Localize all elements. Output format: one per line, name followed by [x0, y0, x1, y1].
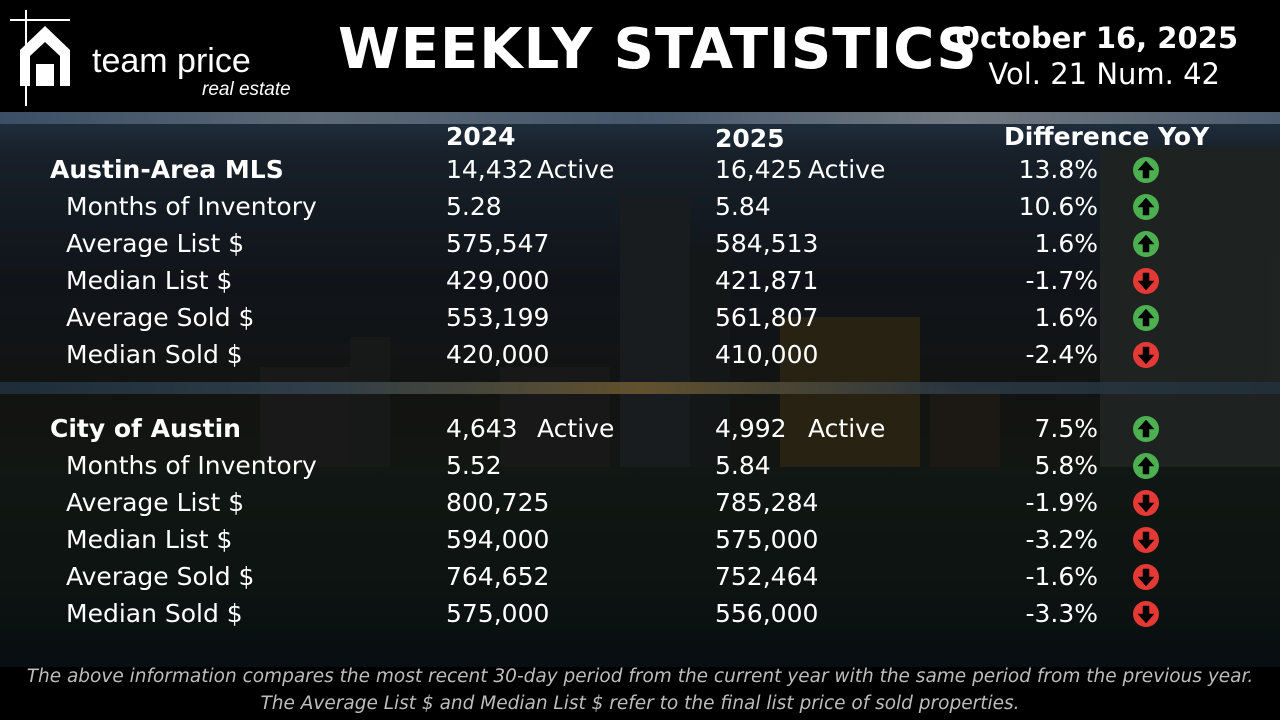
value-2025: 575,000 [715, 525, 819, 554]
table-row: Median List $ 594,000 575,000 -3.2% [0, 521, 1280, 558]
divider-band [0, 382, 1280, 394]
active-label-2024: Active [537, 414, 615, 443]
column-header-2025: 2025 [715, 124, 785, 153]
footer-note: The above information compares the most … [26, 666, 1254, 714]
metric-label: Average List $ [66, 229, 245, 258]
team-price-logo: team price real estate [10, 10, 300, 106]
value-2025: 584,513 [715, 229, 819, 258]
difference-value: 5.8% [1034, 451, 1098, 480]
table-row: Median Sold $ 575,000 556,000 -3.3% [0, 595, 1280, 632]
active-count-2025: 4,992 [715, 414, 787, 443]
value-2024: 429,000 [446, 266, 550, 295]
difference-value: 1.6% [1034, 303, 1098, 332]
value-2024: 5.28 [446, 192, 502, 221]
dark-overlay [0, 112, 1280, 667]
metric-label: Months of Inventory [66, 451, 317, 480]
value-2024: 553,199 [446, 303, 550, 332]
value-2025: 561,807 [715, 303, 819, 332]
value-2024: 800,725 [446, 488, 550, 517]
up-arrow-icon [1132, 156, 1160, 184]
difference-value: -2.4% [1025, 340, 1098, 369]
value-2025: 752,464 [715, 562, 819, 591]
volume-number: Vol. 21 Num. 42 [988, 57, 1220, 91]
difference-value: -1.6% [1025, 562, 1098, 591]
difference-value: -3.3% [1025, 599, 1098, 628]
metric-label: Average Sold $ [66, 562, 255, 591]
metric-label: Median List $ [66, 525, 233, 554]
down-arrow-icon [1132, 489, 1160, 517]
house-logo-icon [10, 10, 70, 106]
column-header-2024: 2024 [446, 122, 516, 151]
value-2024: 575,547 [446, 229, 550, 258]
active-count-2024: 4,643 [446, 414, 518, 443]
table-row: Median Sold $ 420,000 410,000 -2.4% [0, 336, 1280, 373]
down-arrow-icon [1132, 563, 1160, 591]
table-row: Median List $ 429,000 421,871 -1.7% [0, 262, 1280, 299]
footer-bar [0, 667, 1280, 720]
table-row: Average List $ 800,725 785,284 -1.9% [0, 484, 1280, 521]
report-date: October 16, 2025 [955, 21, 1238, 55]
brand-name: team price [92, 42, 251, 80]
metric-label: Average Sold $ [66, 303, 255, 332]
up-arrow-icon [1132, 230, 1160, 258]
table-row: Months of Inventory 5.52 5.84 5.8% [0, 447, 1280, 484]
difference-value: 10.6% [1018, 192, 1098, 221]
table-row: Months of Inventory 5.28 5.84 10.6% [0, 188, 1280, 225]
value-2025: 421,871 [715, 266, 819, 295]
difference-value: 7.5% [1034, 414, 1098, 443]
brand-tagline: real estate [202, 79, 291, 100]
metric-label: Months of Inventory [66, 192, 317, 221]
difference-value: -1.9% [1025, 488, 1098, 517]
down-arrow-icon [1132, 341, 1160, 369]
section-row: City of Austin 4,643 Active 4,992 Active 7.5% [0, 410, 1280, 447]
active-count-2025: 16,425 [715, 155, 803, 184]
header-bar: team price real estate WEEKLY STATISTICS… [0, 0, 1280, 112]
sky-strip [0, 112, 1280, 124]
section-title: City of Austin [50, 414, 241, 443]
table-row: Average Sold $ 553,199 561,807 1.6% [0, 299, 1280, 336]
value-2024: 5.52 [446, 451, 502, 480]
value-2024: 594,000 [446, 525, 550, 554]
section-row: Austin-Area MLS 14,432 Active 16,425 Active 1… [0, 151, 1280, 188]
value-2025: 5.84 [715, 451, 771, 480]
active-count-2024: 14,432 [446, 155, 534, 184]
active-label-2024: Active [537, 155, 615, 184]
value-2025: 410,000 [715, 340, 819, 369]
value-2025: 785,284 [715, 488, 819, 517]
difference-value: 13.8% [1018, 155, 1098, 184]
active-label-2025: Active [808, 155, 886, 184]
down-arrow-icon [1132, 600, 1160, 628]
value-2025: 5.84 [715, 192, 771, 221]
metric-label: Average List $ [66, 488, 245, 517]
difference-value: -1.7% [1025, 266, 1098, 295]
skyline-background [0, 112, 1280, 667]
difference-value: 1.6% [1034, 229, 1098, 258]
table-row: Average Sold $ 764,652 752,464 -1.6% [0, 558, 1280, 595]
up-arrow-icon [1132, 415, 1160, 443]
value-2024: 764,652 [446, 562, 550, 591]
value-2024: 575,000 [446, 599, 550, 628]
metric-label: Median Sold $ [66, 599, 243, 628]
table-row: Average List $ 575,547 584,513 1.6% [0, 225, 1280, 262]
value-2024: 420,000 [446, 340, 550, 369]
down-arrow-icon [1132, 267, 1160, 295]
riverfront [0, 467, 1280, 667]
value-2025: 556,000 [715, 599, 819, 628]
metric-label: Median List $ [66, 266, 233, 295]
section-title: Austin-Area MLS [50, 155, 284, 184]
page-title: WEEKLY STATISTICS [338, 17, 978, 82]
up-arrow-icon [1132, 304, 1160, 332]
up-arrow-icon [1132, 452, 1160, 480]
up-arrow-icon [1132, 193, 1160, 221]
down-arrow-icon [1132, 526, 1160, 554]
difference-value: -3.2% [1025, 525, 1098, 554]
metric-label: Median Sold $ [66, 340, 243, 369]
column-header-difference: Difference YoY [1004, 122, 1210, 151]
active-label-2025: Active [808, 414, 886, 443]
